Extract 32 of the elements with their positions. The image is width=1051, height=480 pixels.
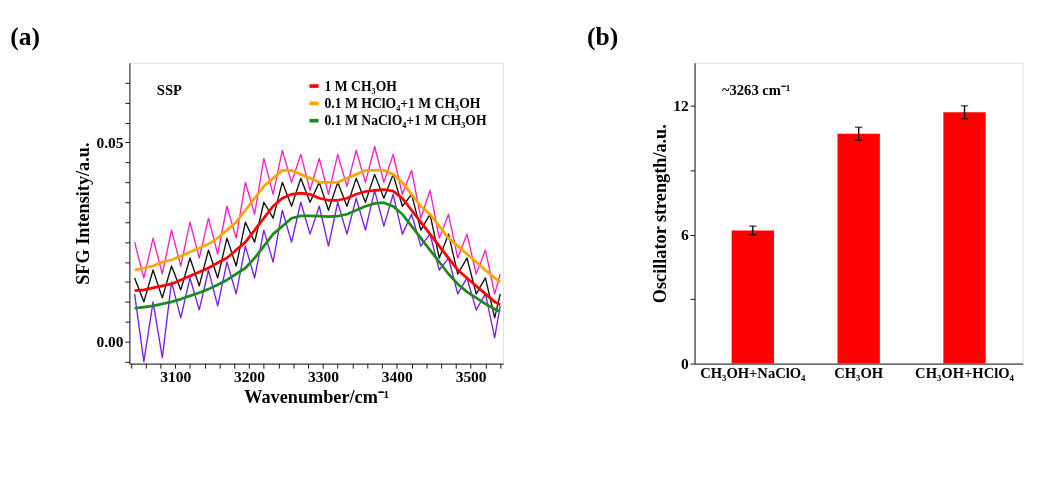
line-series — [133, 173, 501, 319]
legend-label: 0.1 M HClO₄+1 M CH₃OH — [324, 95, 481, 111]
y-tick-label: 6 — [680, 225, 689, 243]
x-tick-label: CH₃OH — [834, 364, 884, 381]
line-series — [133, 201, 502, 313]
y-axis-title: Oscillator strength/a.u. — [649, 124, 670, 304]
y-axis-title: SFG Intensity/a.u. — [73, 142, 94, 285]
x-tick-label: 3300 — [307, 368, 340, 386]
x-tick-label: 3100 — [160, 368, 192, 386]
chart-title: (b) — [587, 21, 619, 51]
line-series — [133, 189, 501, 363]
x-tick-label: 3200 — [234, 368, 266, 386]
y-tick-label: 12 — [673, 96, 689, 114]
annotation: SSP — [156, 81, 182, 98]
bar — [943, 112, 986, 364]
y-tick-label: 0.00 — [96, 332, 124, 350]
x-tick-label: 3500 — [455, 368, 487, 386]
x-axis-title: Wavenumber/cm⁻¹ — [244, 387, 390, 408]
line-series — [133, 145, 501, 295]
x-tick-label: CH₃OH+HClO₄ — [915, 364, 1015, 381]
line-series — [133, 169, 502, 284]
chart-title: (a) — [10, 21, 41, 51]
y-tick-label: 0 — [680, 354, 689, 372]
legend-label: 0.1 M NaClO₄+1 M CH₃OH — [324, 113, 487, 129]
bar — [837, 133, 880, 364]
annotation: ~3263 cm⁻¹ — [721, 81, 791, 98]
x-tick-label: CH₃OH+NaClO₄ — [700, 364, 807, 381]
bar — [731, 230, 774, 364]
y-tick-label: 0.05 — [96, 133, 124, 151]
legend-label: 1 M CH₃OH — [324, 78, 398, 94]
x-tick-label: 3400 — [381, 368, 414, 386]
line-series — [133, 188, 502, 307]
